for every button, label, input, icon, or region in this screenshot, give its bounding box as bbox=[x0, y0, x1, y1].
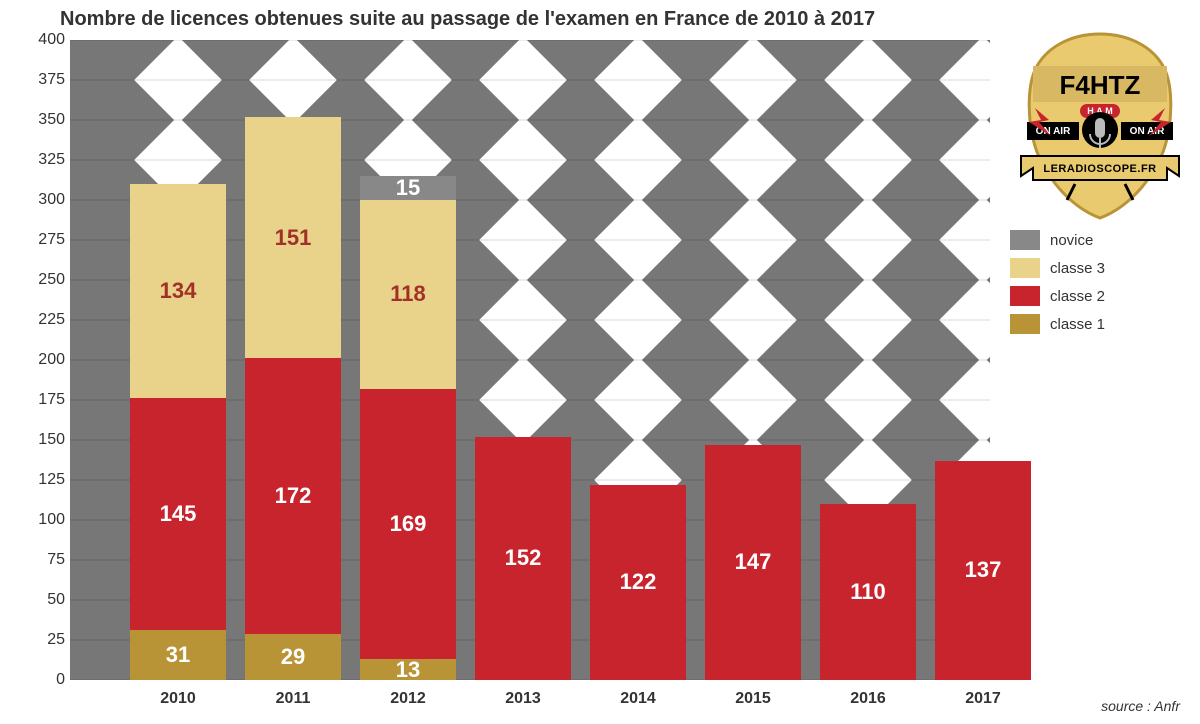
bar-segment-classe2: 122 bbox=[590, 485, 686, 680]
y-tick-label: 25 bbox=[20, 631, 65, 649]
y-tick-label: 50 bbox=[20, 591, 65, 609]
x-tick-label: 2011 bbox=[276, 690, 311, 708]
y-tick-label: 375 bbox=[20, 71, 65, 89]
bar-value-label: 152 bbox=[505, 545, 542, 571]
bar-value-label: 13 bbox=[396, 657, 420, 683]
legend: novice classe 3 classe 2 classe 1 bbox=[1010, 230, 1180, 342]
y-tick-label: 225 bbox=[20, 311, 65, 329]
bar-segment-classe2: 152 bbox=[475, 437, 571, 680]
y-tick-label: 325 bbox=[20, 151, 65, 169]
x-tick-label: 2012 bbox=[390, 690, 426, 708]
chart-title: Nombre de licences obtenues suite au pas… bbox=[60, 8, 875, 31]
bar-segment-classe3: 118 bbox=[360, 200, 456, 389]
bar-value-label: 172 bbox=[275, 483, 312, 509]
bar-segment-novice: 15 bbox=[360, 176, 456, 200]
bar-value-label: 29 bbox=[281, 644, 305, 670]
bar-value-label: 137 bbox=[965, 557, 1002, 583]
bar-segment-classe2: 110 bbox=[820, 504, 916, 680]
bar-segment-classe2: 169 bbox=[360, 389, 456, 659]
legend-row: classe 3 bbox=[1010, 258, 1180, 278]
bar-value-label: 15 bbox=[396, 175, 420, 201]
bar-segment-classe1: 31 bbox=[130, 630, 226, 680]
plot-area: 3114513420102917215120111316911815201215… bbox=[70, 40, 990, 680]
legend-row: novice bbox=[1010, 230, 1180, 250]
bar-value-label: 31 bbox=[166, 642, 190, 668]
bar-segment-classe1: 29 bbox=[245, 634, 341, 680]
mic-icon bbox=[1095, 118, 1105, 138]
legend-swatch bbox=[1010, 314, 1040, 334]
y-tick-label: 275 bbox=[20, 231, 65, 249]
source-text: source : Anfr bbox=[1101, 698, 1180, 714]
y-tick-label: 100 bbox=[20, 511, 65, 529]
bar-segment-classe2: 145 bbox=[130, 398, 226, 630]
legend-row: classe 2 bbox=[1010, 286, 1180, 306]
x-tick-label: 2017 bbox=[965, 690, 1001, 708]
logo-main-text: F4HTZ bbox=[1060, 70, 1141, 100]
bar-value-label: 145 bbox=[160, 501, 197, 527]
legend-label: classe 1 bbox=[1050, 316, 1105, 333]
bar-segment-classe1: 13 bbox=[360, 659, 456, 680]
y-tick-label: 75 bbox=[20, 551, 65, 569]
x-tick-label: 2016 bbox=[850, 690, 886, 708]
x-tick-label: 2014 bbox=[620, 690, 656, 708]
bar-segment-classe3: 151 bbox=[245, 117, 341, 359]
x-tick-label: 2013 bbox=[505, 690, 541, 708]
y-tick-label: 400 bbox=[20, 31, 65, 49]
y-tick-label: 150 bbox=[20, 431, 65, 449]
bar-value-label: 118 bbox=[390, 281, 426, 307]
legend-swatch bbox=[1010, 258, 1040, 278]
chart-container: Nombre de licences obtenues suite au pas… bbox=[0, 0, 1200, 724]
bar-segment-classe3: 134 bbox=[130, 184, 226, 398]
legend-swatch bbox=[1010, 230, 1040, 250]
x-tick-label: 2010 bbox=[160, 690, 196, 708]
legend-label: novice bbox=[1050, 232, 1093, 249]
bar-value-label: 169 bbox=[390, 511, 427, 537]
y-tick-label: 125 bbox=[20, 471, 65, 489]
bar-value-label: 151 bbox=[275, 225, 312, 251]
bar-value-label: 134 bbox=[160, 278, 197, 304]
bar-segment-classe2: 172 bbox=[245, 358, 341, 633]
legend-label: classe 2 bbox=[1050, 288, 1105, 305]
y-tick-label: 0 bbox=[20, 671, 65, 689]
bar-segment-classe2: 137 bbox=[935, 461, 1031, 680]
y-tick-label: 300 bbox=[20, 191, 65, 209]
y-tick-label: 250 bbox=[20, 271, 65, 289]
bar-segment-classe2: 147 bbox=[705, 445, 801, 680]
bar-value-label: 110 bbox=[850, 579, 886, 605]
y-tick-label: 200 bbox=[20, 351, 65, 369]
x-tick-label: 2015 bbox=[735, 690, 771, 708]
y-tick-label: 350 bbox=[20, 111, 65, 129]
legend-row: classe 1 bbox=[1010, 314, 1180, 334]
bar-value-label: 147 bbox=[735, 549, 772, 575]
bar-value-label: 122 bbox=[620, 569, 657, 595]
logo-ribbon-text: LERADIOSCOPE.FR bbox=[1043, 163, 1156, 175]
y-tick-label: 175 bbox=[20, 391, 65, 409]
logo-badge: F4HTZ H.A.M ON AIR ON AIR LERADIOSCOPE.F… bbox=[1015, 30, 1185, 220]
legend-label: classe 3 bbox=[1050, 260, 1105, 277]
legend-swatch bbox=[1010, 286, 1040, 306]
